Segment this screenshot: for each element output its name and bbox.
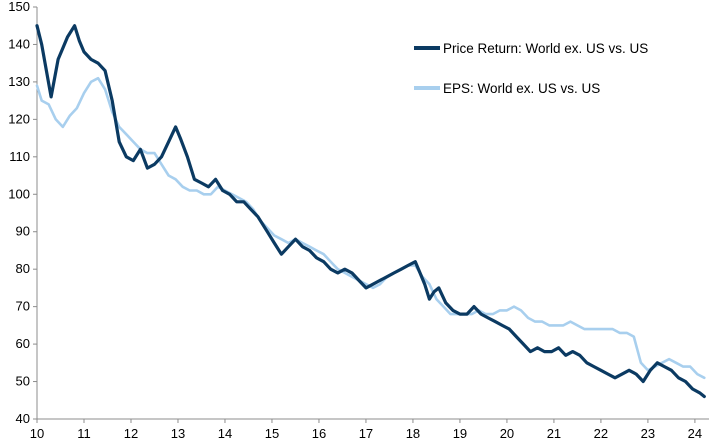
y-tick-label: 130: [8, 74, 30, 89]
x-tick-label: 13: [171, 426, 185, 441]
y-tick-label: 40: [16, 411, 30, 426]
x-tick-label: 17: [359, 426, 373, 441]
x-axis: 10 11 12 13 14 15 16 17 18 19 20 21 22 23 24: [30, 418, 709, 441]
legend-label-0: Price Return: World ex. US vs. US: [443, 41, 648, 56]
x-tick-label: 14: [218, 426, 232, 441]
series-line-0: [35, 24, 706, 399]
y-tick-label: 110: [9, 149, 30, 164]
x-tick-label: 22: [594, 426, 608, 441]
legend-label-1: EPS: World ex. US vs. US: [443, 81, 600, 96]
x-tick-label: 20: [500, 426, 514, 441]
x-tick-label: 21: [547, 426, 561, 441]
legend: Price Return: World ex. US vs. US EPS: Wo…: [414, 41, 648, 96]
y-tick-label: 140: [8, 36, 30, 51]
x-tick-label: 18: [406, 426, 420, 441]
y-tick-label: 80: [16, 261, 30, 276]
y-tick-label: 150: [8, 0, 30, 14]
x-tick-label: 12: [124, 426, 138, 441]
x-tick-label: 19: [453, 426, 467, 441]
y-tick-label: 50: [16, 374, 30, 389]
x-tick-label: 24: [688, 426, 702, 441]
series-layer: [35, 24, 706, 399]
y-tick-label: 90: [16, 224, 30, 239]
x-tick-label: 11: [77, 426, 91, 441]
x-tick-label: 23: [641, 426, 655, 441]
series-line-1: [35, 76, 706, 380]
y-tick-label: 100: [8, 186, 30, 201]
y-tick-label: 120: [8, 111, 30, 126]
x-tick-label: 15: [265, 426, 279, 441]
y-axis: 40 50 60 70 80 90 100 110 120 130 140 150: [8, 0, 38, 426]
y-tick-label: 70: [16, 299, 30, 314]
y-tick-label: 60: [16, 336, 30, 351]
x-tick-label: 10: [30, 426, 44, 441]
x-tick-label: 16: [312, 426, 326, 441]
